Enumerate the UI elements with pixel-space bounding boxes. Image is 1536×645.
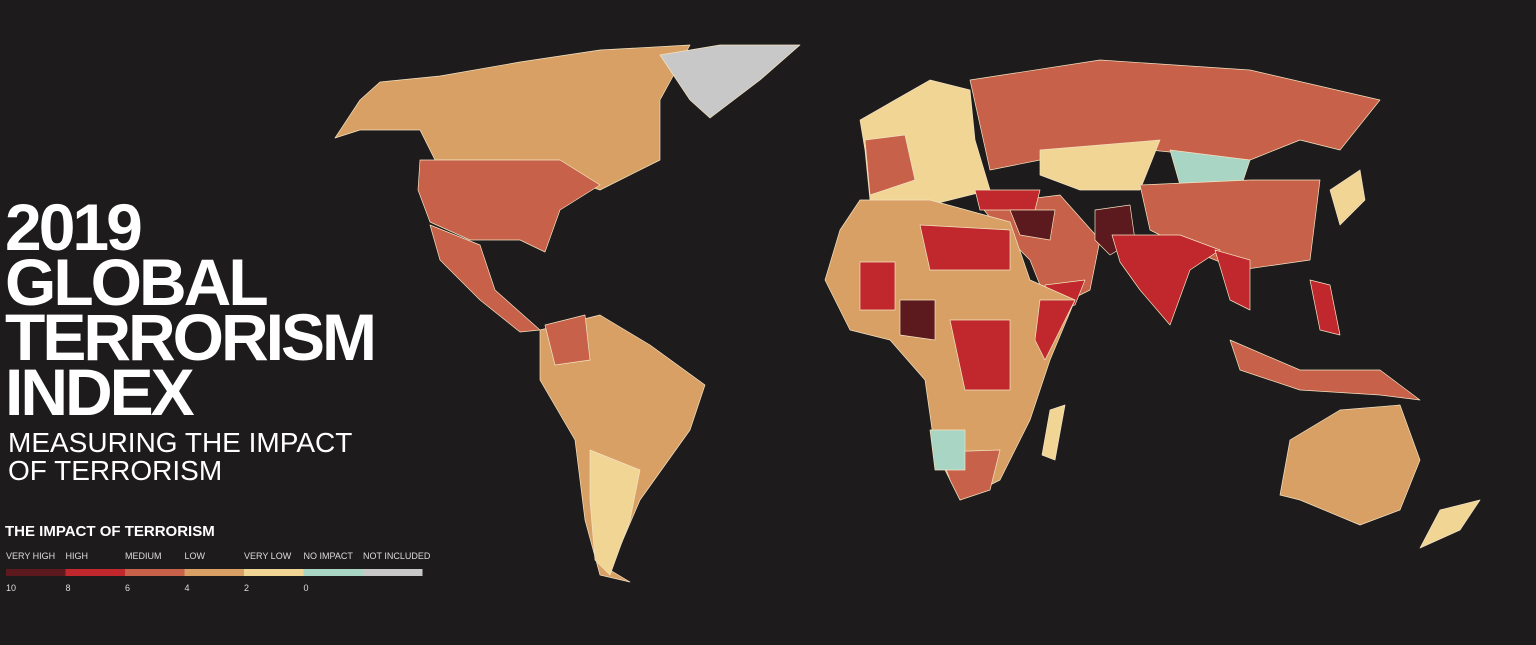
nigeria: [899, 299, 936, 341]
legend-label: NO IMPACT: [304, 551, 354, 561]
scale-label: 6: [125, 583, 130, 593]
title-line: INDEX: [5, 355, 195, 429]
india: [1111, 234, 1221, 326]
mali: [859, 261, 896, 311]
kazakhstan: [1039, 139, 1161, 191]
legend: VERY HIGH HIGH MEDIUM LOW VERY LOW NO IMPACT N…: [6, 551, 431, 593]
indonesia: [1229, 339, 1421, 401]
legend-label: VERY LOW: [244, 551, 292, 561]
title-line: TERRORISM: [5, 300, 374, 374]
somalia: [1034, 299, 1076, 361]
legend-label: MEDIUM: [125, 551, 162, 561]
legend-label: LOW: [185, 551, 206, 561]
world-map: [334, 44, 1481, 583]
legend-swatch: [125, 569, 185, 576]
title-line: 2019: [5, 190, 141, 264]
legend-swatch: [303, 569, 363, 576]
scale-label: 4: [185, 583, 190, 593]
russia: [969, 59, 1381, 171]
legend-label: VERY HIGH: [6, 551, 55, 561]
syria-iraq: [1009, 209, 1056, 241]
legend-swatch: [65, 569, 125, 576]
scale-label: 2: [244, 583, 249, 593]
usa: [417, 159, 601, 253]
title-line: GLOBAL: [5, 245, 267, 319]
angola: [929, 429, 966, 471]
legend-swatch: [184, 569, 244, 576]
subtitle-line: OF TERRORISM: [8, 455, 222, 486]
canada: [334, 44, 691, 191]
scale-label: 0: [304, 583, 309, 593]
australia: [1279, 404, 1421, 526]
legend-label: NOT INCLUDED: [363, 551, 431, 561]
greenland: [659, 44, 801, 119]
legend-label: HIGH: [66, 551, 89, 561]
turkey: [974, 189, 1041, 211]
new-zealand: [1419, 499, 1481, 549]
mexico: [429, 224, 541, 333]
scale-label: 10: [6, 583, 16, 593]
argentina: [589, 449, 641, 576]
subtitle-line: MEASURING THE IMPACT: [8, 427, 352, 458]
colombia: [544, 314, 591, 366]
scale-label: 8: [66, 583, 71, 593]
libya-egypt: [919, 224, 1011, 271]
congo: [949, 319, 1011, 391]
legend-swatch: [6, 569, 66, 576]
philippines: [1309, 279, 1341, 336]
myanmar: [1214, 249, 1251, 311]
western-europe: [864, 134, 916, 196]
japan: [1329, 169, 1366, 226]
legend-swatch: [244, 569, 304, 576]
madagascar: [1041, 404, 1066, 461]
legend-title: THE IMPACT OF TERRORISM: [5, 523, 215, 540]
legend-swatch: [363, 569, 423, 576]
